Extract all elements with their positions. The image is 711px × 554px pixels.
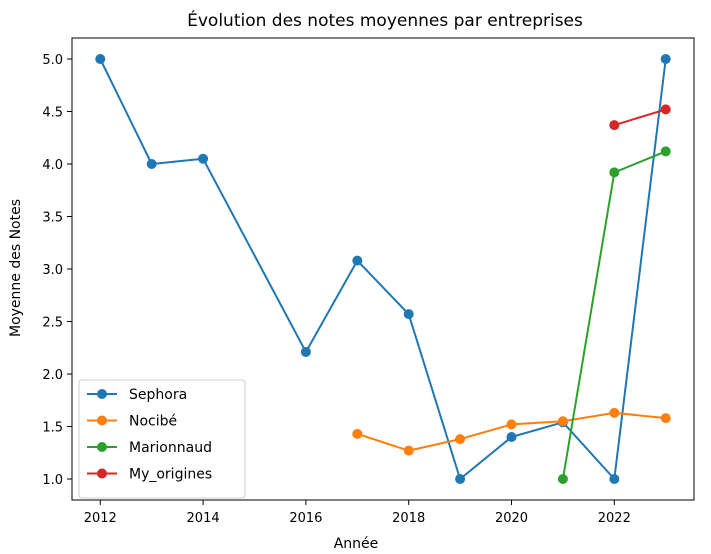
- data-point-1-3: [506, 419, 517, 430]
- data-point-1-6: [660, 413, 671, 424]
- x-tick-label: 2012: [84, 511, 117, 526]
- data-point-0-6: [455, 474, 466, 484]
- data-point-0-4: [352, 255, 363, 266]
- data-point-2-1: [609, 167, 620, 178]
- plot-area: 2012 2014 2016 2018 2020 2022 1.0 1.5 2.0 2.5 3.0 3…: [42, 37, 695, 526]
- legend-marker-3: [97, 468, 107, 479]
- x-tick-label: 2014: [187, 511, 220, 526]
- y-tick-label: 3.5: [42, 211, 63, 226]
- data-point-1-4: [557, 416, 568, 427]
- x-tick-label: 2022: [598, 511, 631, 526]
- y-tick-label: 2.0: [42, 368, 63, 383]
- legend: Sephora Nocibé Marionnaud My_origines: [78, 379, 246, 499]
- data-point-2-2: [660, 146, 671, 157]
- data-point-1-1: [403, 445, 414, 456]
- y-tick-label: 5.0: [42, 53, 63, 68]
- data-point-0-10: [660, 54, 671, 64]
- y-tick-label: 4.0: [42, 158, 63, 173]
- legend-label-2: Marionnaud: [129, 440, 212, 456]
- data-point-0-1: [146, 159, 157, 169]
- data-point-2-0: [557, 474, 568, 484]
- data-point-0-9: [609, 474, 620, 484]
- legend-label-1: Nocibé: [129, 414, 177, 430]
- legend-label-0: Sephora: [129, 387, 187, 403]
- data-point-0-7: [506, 432, 517, 442]
- y-tick-label: 3.0: [42, 263, 63, 278]
- y-tick-label: 2.5: [42, 316, 63, 331]
- x-tick-label: 2020: [495, 511, 528, 526]
- data-point-1-0: [352, 428, 363, 439]
- legend-box: [78, 379, 246, 499]
- y-tick-label: 1.5: [42, 421, 63, 436]
- data-point-3-1: [660, 104, 671, 115]
- y-tick-label: 1.0: [42, 473, 63, 488]
- x-tick-label: 2018: [392, 511, 425, 526]
- chart-title: Évolution des notes moyennes par entrepr…: [187, 9, 583, 31]
- legend-marker-0: [97, 389, 107, 399]
- data-point-0-3: [300, 346, 311, 357]
- x-axis-label: Année: [334, 536, 379, 552]
- legend-marker-2: [97, 442, 107, 452]
- data-point-0-2: [198, 153, 209, 164]
- data-point-0-0: [95, 54, 106, 64]
- y-tick-label: 4.5: [42, 106, 63, 121]
- y-axis-label: Moyenne des Notes: [8, 199, 24, 337]
- legend-marker-1: [97, 415, 107, 426]
- series-line-3: [614, 108, 667, 127]
- data-point-3-0: [609, 120, 620, 131]
- x-tick-label: 2016: [289, 511, 322, 526]
- data-point-1-5: [609, 407, 620, 418]
- data-point-1-2: [455, 434, 466, 445]
- series-line-2: [561, 150, 667, 480]
- legend-label-3: My_origines: [129, 467, 212, 483]
- data-point-0-5: [403, 309, 414, 320]
